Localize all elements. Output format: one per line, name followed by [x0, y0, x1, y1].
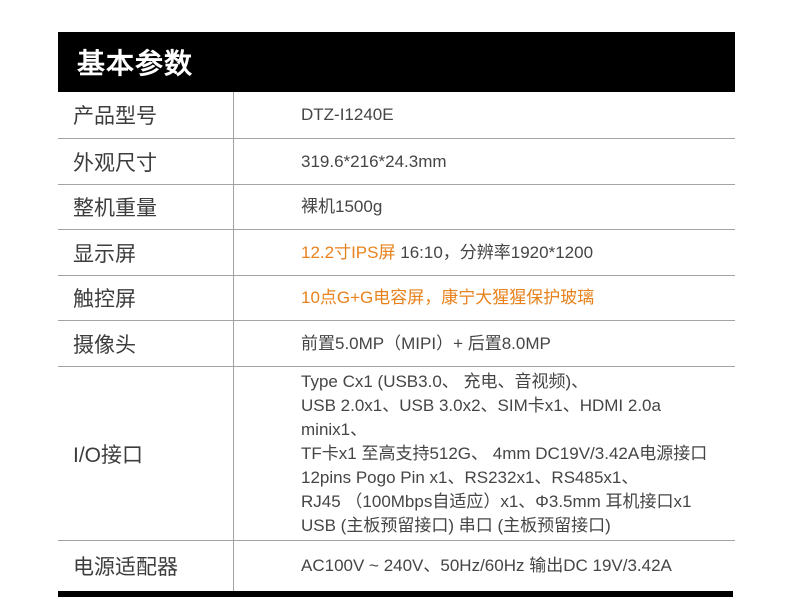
table-row-weight: 整机重量 裸机1500g	[58, 185, 735, 230]
row-label: 整机重量	[58, 185, 234, 229]
row-value-text: 前置5.0MP（MIPI）+ 后置8.0MP	[301, 333, 551, 353]
row-label: I/O接口	[58, 367, 234, 540]
table-row-product-model: 产品型号 DTZ-I1240E	[58, 92, 735, 139]
row-value: DTZ-I1240E	[234, 92, 735, 138]
table-row-power-adapter: 电源适配器 AC100V ~ 240V、50Hz/60Hz 输出DC 19V/3…	[58, 541, 735, 591]
row-value: 裸机1500g	[234, 185, 735, 229]
row-value-text: 319.6*216*24.3mm	[301, 151, 447, 171]
io-line: TF卡x1 至高支持512G、 4mm DC19V/3.42A电源接口	[301, 443, 708, 463]
table-row-display: 显示屏 12.2寸IPS屏 16:10，分辨率1920*1200	[58, 230, 735, 276]
row-label: 外观尺寸	[58, 139, 234, 184]
row-value-highlight: 12.2寸IPS屏	[301, 242, 396, 262]
io-line: USB (主板预留接口) 串口 (主板预留接口)	[301, 515, 611, 535]
row-value: 10点G+G电容屏，康宁大猩猩保护玻璃	[234, 276, 735, 320]
row-value-text: 16:10，分辨率1920*1200	[395, 242, 594, 262]
row-label: 显示屏	[58, 230, 234, 275]
table-row-dimensions: 外观尺寸 319.6*216*24.3mm	[58, 139, 735, 185]
row-value-text: 裸机1500g	[301, 197, 383, 216]
spec-table: 产品型号 DTZ-I1240E 外观尺寸 319.6*216*24.3mm 整机…	[58, 92, 735, 591]
row-value-text: AC100V ~ 240V、50Hz/60Hz 输出DC 19V/3.42A	[301, 556, 672, 575]
row-value: 前置5.0MP（MIPI）+ 后置8.0MP	[234, 321, 735, 366]
table-row-touchscreen: 触控屏 10点G+G电容屏，康宁大猩猩保护玻璃	[58, 276, 735, 321]
table-row-io-ports: I/O接口 Type Cx1 (USB3.0、 充电、音视频)、 USB 2.0…	[58, 367, 735, 541]
row-label: 摄像头	[58, 321, 234, 366]
table-row-camera: 摄像头 前置5.0MP（MIPI）+ 后置8.0MP	[58, 321, 735, 367]
io-line: RJ45 （100Mbps自适应）x1、Φ3.5mm 耳机接口x1	[301, 491, 692, 511]
section-header-bar: 基本参数	[58, 32, 735, 92]
bottom-accent-bar	[58, 591, 733, 597]
io-line: 12pins Pogo Pin x1、RS232x1、RS485x1、	[301, 467, 639, 487]
row-label: 产品型号	[58, 92, 234, 138]
io-line: Type Cx1 (USB3.0、 充电、音视频)、	[301, 371, 589, 391]
row-value-highlight: 10点G+G电容屏，康宁大猩猩保护玻璃	[301, 288, 595, 307]
row-value-text: DTZ-I1240E	[301, 105, 394, 124]
section-title: 基本参数	[77, 48, 194, 79]
row-value: AC100V ~ 240V、50Hz/60Hz 输出DC 19V/3.42A	[234, 541, 735, 591]
row-value: 12.2寸IPS屏 16:10，分辨率1920*1200	[234, 230, 735, 275]
row-label: 电源适配器	[58, 541, 234, 591]
row-label: 触控屏	[58, 276, 234, 320]
io-line: USB 2.0x1、USB 3.0x2、SIM卡x1、HDMI 2.0a min…	[301, 395, 661, 439]
row-value: Type Cx1 (USB3.0、 充电、音视频)、 USB 2.0x1、USB…	[234, 367, 735, 540]
row-value: 319.6*216*24.3mm	[234, 139, 735, 184]
